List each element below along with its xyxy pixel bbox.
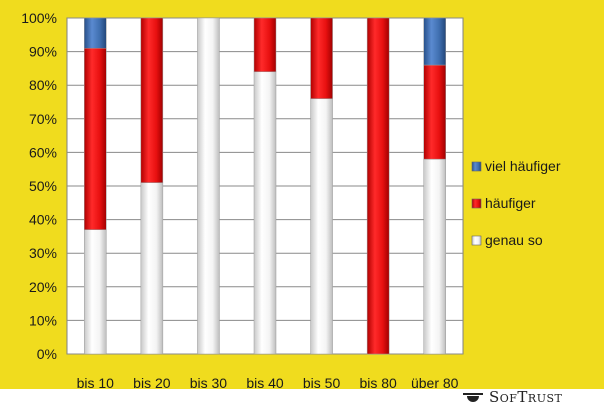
- y-tick-label: 30%: [29, 245, 57, 261]
- logo-text: SofTrust: [489, 388, 563, 406]
- x-tick-label: über 80: [411, 375, 459, 391]
- bar-segment: [423, 17, 446, 66]
- bar-segment: [366, 17, 390, 355]
- legend-swatch: [471, 161, 482, 172]
- x-tick-label: bis 10: [77, 375, 115, 391]
- x-tick-label: bis 80: [359, 375, 397, 391]
- y-tick-label: 90%: [29, 44, 57, 60]
- bar-segment: [197, 17, 220, 355]
- bar-segment: [423, 64, 446, 160]
- bar-segment: [140, 17, 164, 183]
- y-tick-label: 100%: [21, 10, 57, 26]
- bar-segment: [253, 17, 277, 73]
- x-tick-label: bis 30: [190, 375, 228, 391]
- x-tick-label: bis 50: [303, 375, 341, 391]
- bar-segment: [423, 158, 446, 355]
- y-tick-label: 10%: [29, 312, 57, 328]
- y-tick-label: 0%: [37, 346, 57, 362]
- y-tick-label: 40%: [29, 212, 57, 228]
- logo-mark-icon: [463, 391, 483, 403]
- y-tick-label: 70%: [29, 111, 57, 127]
- bar-segment: [310, 98, 333, 355]
- x-tick-label: bis 40: [246, 375, 284, 391]
- legend-label: viel häufiger: [485, 158, 561, 174]
- bar-segment: [84, 47, 107, 230]
- legend-label: genau so: [485, 232, 543, 248]
- bar-segment: [140, 182, 164, 355]
- softrust-logo: SofTrust: [463, 388, 563, 406]
- y-tick-label: 60%: [29, 144, 57, 160]
- bar-segment: [84, 17, 107, 49]
- y-tick-label: 80%: [29, 77, 57, 93]
- legend-swatch: [471, 235, 482, 246]
- y-tick-label: 50%: [29, 178, 57, 194]
- legend-label: häufiger: [485, 195, 536, 211]
- bar-segment: [253, 71, 277, 355]
- x-tick-label: bis 20: [133, 375, 171, 391]
- legend-swatch: [471, 198, 482, 209]
- y-tick-label: 20%: [29, 279, 57, 295]
- bar-segment: [84, 229, 107, 355]
- bar-segment: [310, 17, 333, 99]
